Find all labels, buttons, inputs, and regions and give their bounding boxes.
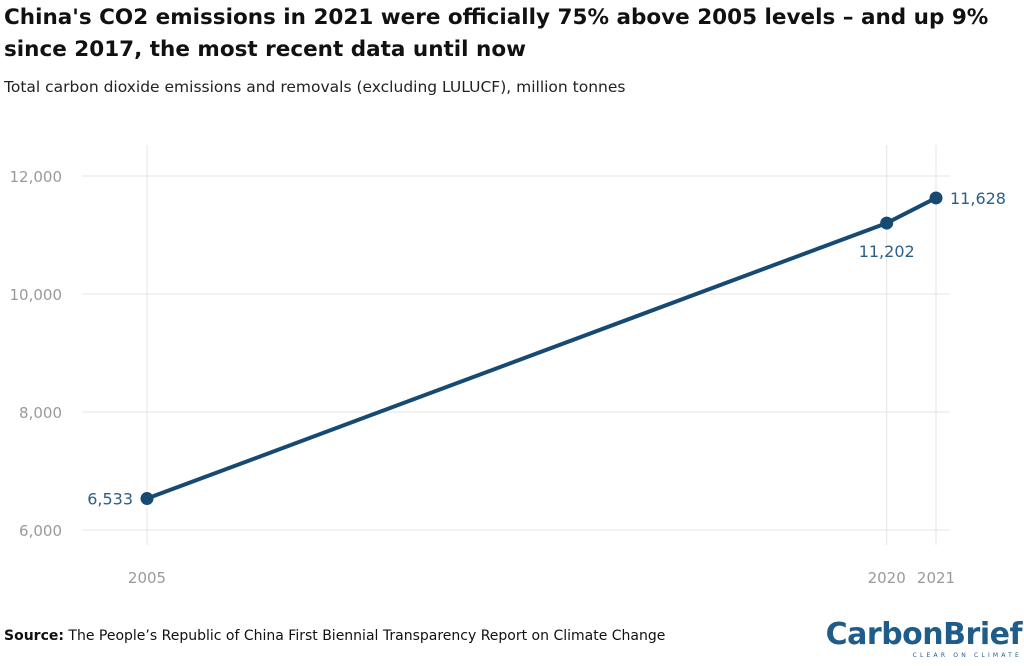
data-point bbox=[880, 216, 894, 230]
source-note: Source: The People’s Republic of China F… bbox=[4, 628, 665, 644]
source-label: Source: bbox=[4, 628, 64, 644]
data-point bbox=[929, 191, 943, 205]
carbonbrief-logo: CarbonBrief CLEAR ON CLIMATE bbox=[825, 617, 1023, 660]
data-label: 11,202 bbox=[859, 242, 915, 261]
logo-tagline: CLEAR ON CLIMATE bbox=[912, 652, 1022, 659]
chart-title: China's CO2 emissions in 2021 were offic… bbox=[4, 5, 989, 62]
series-line bbox=[145, 195, 938, 501]
y-tick-label: 8,000 bbox=[19, 404, 62, 422]
logo-wordmark: CarbonBrief bbox=[825, 617, 1023, 652]
y-tick-label: 6,000 bbox=[19, 522, 62, 540]
data-label: 11,628 bbox=[950, 189, 1006, 208]
data-point bbox=[140, 492, 154, 506]
chart-subtitle: Total carbon dioxide emissions and remov… bbox=[4, 78, 626, 96]
data-label: 6,533 bbox=[87, 490, 133, 509]
y-tick-label: 12,000 bbox=[10, 168, 63, 186]
x-tick-label: 2020 bbox=[868, 569, 906, 587]
x-tick-label: 2005 bbox=[128, 569, 166, 587]
y-tick-label: 10,000 bbox=[10, 286, 63, 304]
x-tick-label: 2021 bbox=[917, 569, 955, 587]
source-text: The People’s Republic of China First Bie… bbox=[68, 628, 666, 644]
